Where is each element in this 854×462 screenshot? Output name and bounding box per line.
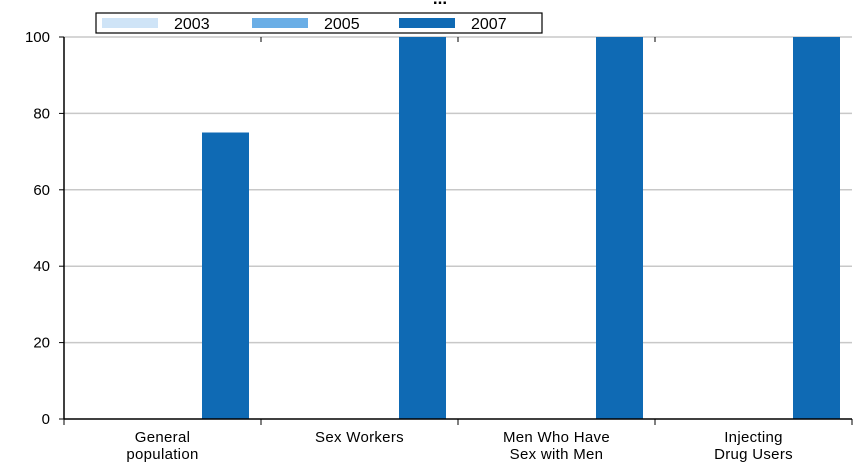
legend-swatch-2003	[102, 18, 158, 28]
bar-2007-3	[793, 37, 840, 419]
gridlines	[64, 36, 852, 344]
bars	[202, 37, 840, 419]
legend-swatch-2007	[399, 18, 455, 28]
x-category-label-2-1: Sex with Men	[510, 446, 604, 462]
x-category-label-0-0: General	[135, 429, 190, 446]
y-tick-label-40: 40	[33, 258, 50, 275]
y-tick-label-100: 100	[25, 29, 50, 46]
legend: 2003 2005 2007	[95, 12, 543, 34]
legend-label-2003: 2003	[174, 16, 210, 33]
legend-label-2005: 2005	[324, 16, 360, 33]
bar-2007-1	[399, 37, 446, 419]
legend-label-2007: 2007	[471, 16, 507, 33]
y-tick-label-20: 20	[33, 335, 50, 352]
bar-2007-0	[202, 132, 249, 419]
chart-title-fragment: ...	[433, 0, 447, 8]
y-tick-label-80: 80	[33, 105, 50, 122]
x-category-label-0-1: population	[126, 446, 198, 462]
x-category-label-3-1: Drug Users	[714, 446, 793, 462]
x-category-label-2-0: Men Who Have	[503, 429, 610, 446]
y-axis-ticks: 0 20 40 60 80 100	[25, 29, 64, 428]
bar-2007-2	[596, 37, 643, 419]
x-category-label-3-0: Injecting	[724, 429, 783, 446]
y-tick-label-60: 60	[33, 182, 50, 199]
axes	[63, 37, 853, 425]
y-tick-label-0: 0	[42, 411, 50, 428]
legend-swatch-2005	[252, 18, 308, 28]
x-category-label-1-0: Sex Workers	[315, 429, 404, 446]
